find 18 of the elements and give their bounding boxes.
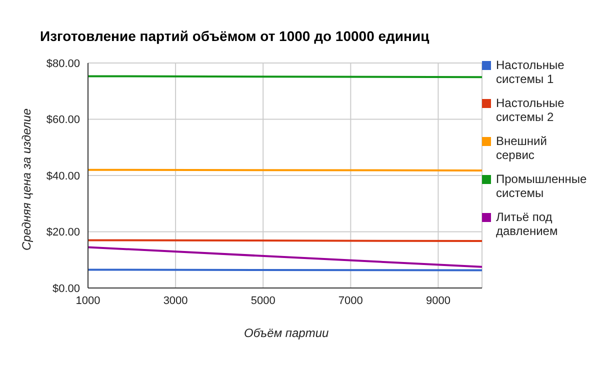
legend-label: Промышленные системы [496, 172, 587, 200]
y-axis-title: Средняя цена за изделие [19, 108, 34, 250]
y-tick-label: $0.00 [52, 282, 80, 295]
y-tick-label: $80.00 [46, 58, 80, 70]
legend-label: Литьё под давлением [496, 210, 559, 238]
y-tick-label: $20.00 [46, 226, 80, 239]
legend-label: Настольные системы 1 [496, 58, 566, 86]
chart-title: Изготовление партий объёмом от 1000 до 10000 единиц [40, 28, 430, 44]
legend-label: Настольные системы 2 [496, 96, 566, 124]
y-tick-label: $60.00 [46, 114, 80, 126]
x-axis-title: Объём партии [244, 326, 329, 340]
x-tick-label: 7000 [338, 294, 363, 307]
y-tick-label: $40.00 [46, 170, 80, 182]
legend-label: Внешний сервис [496, 134, 548, 162]
x-tick-label: 3000 [163, 294, 188, 307]
x-tick-label: 5000 [250, 294, 276, 307]
x-tick-label: 9000 [426, 294, 450, 307]
x-tick-label: 1000 [76, 294, 100, 307]
